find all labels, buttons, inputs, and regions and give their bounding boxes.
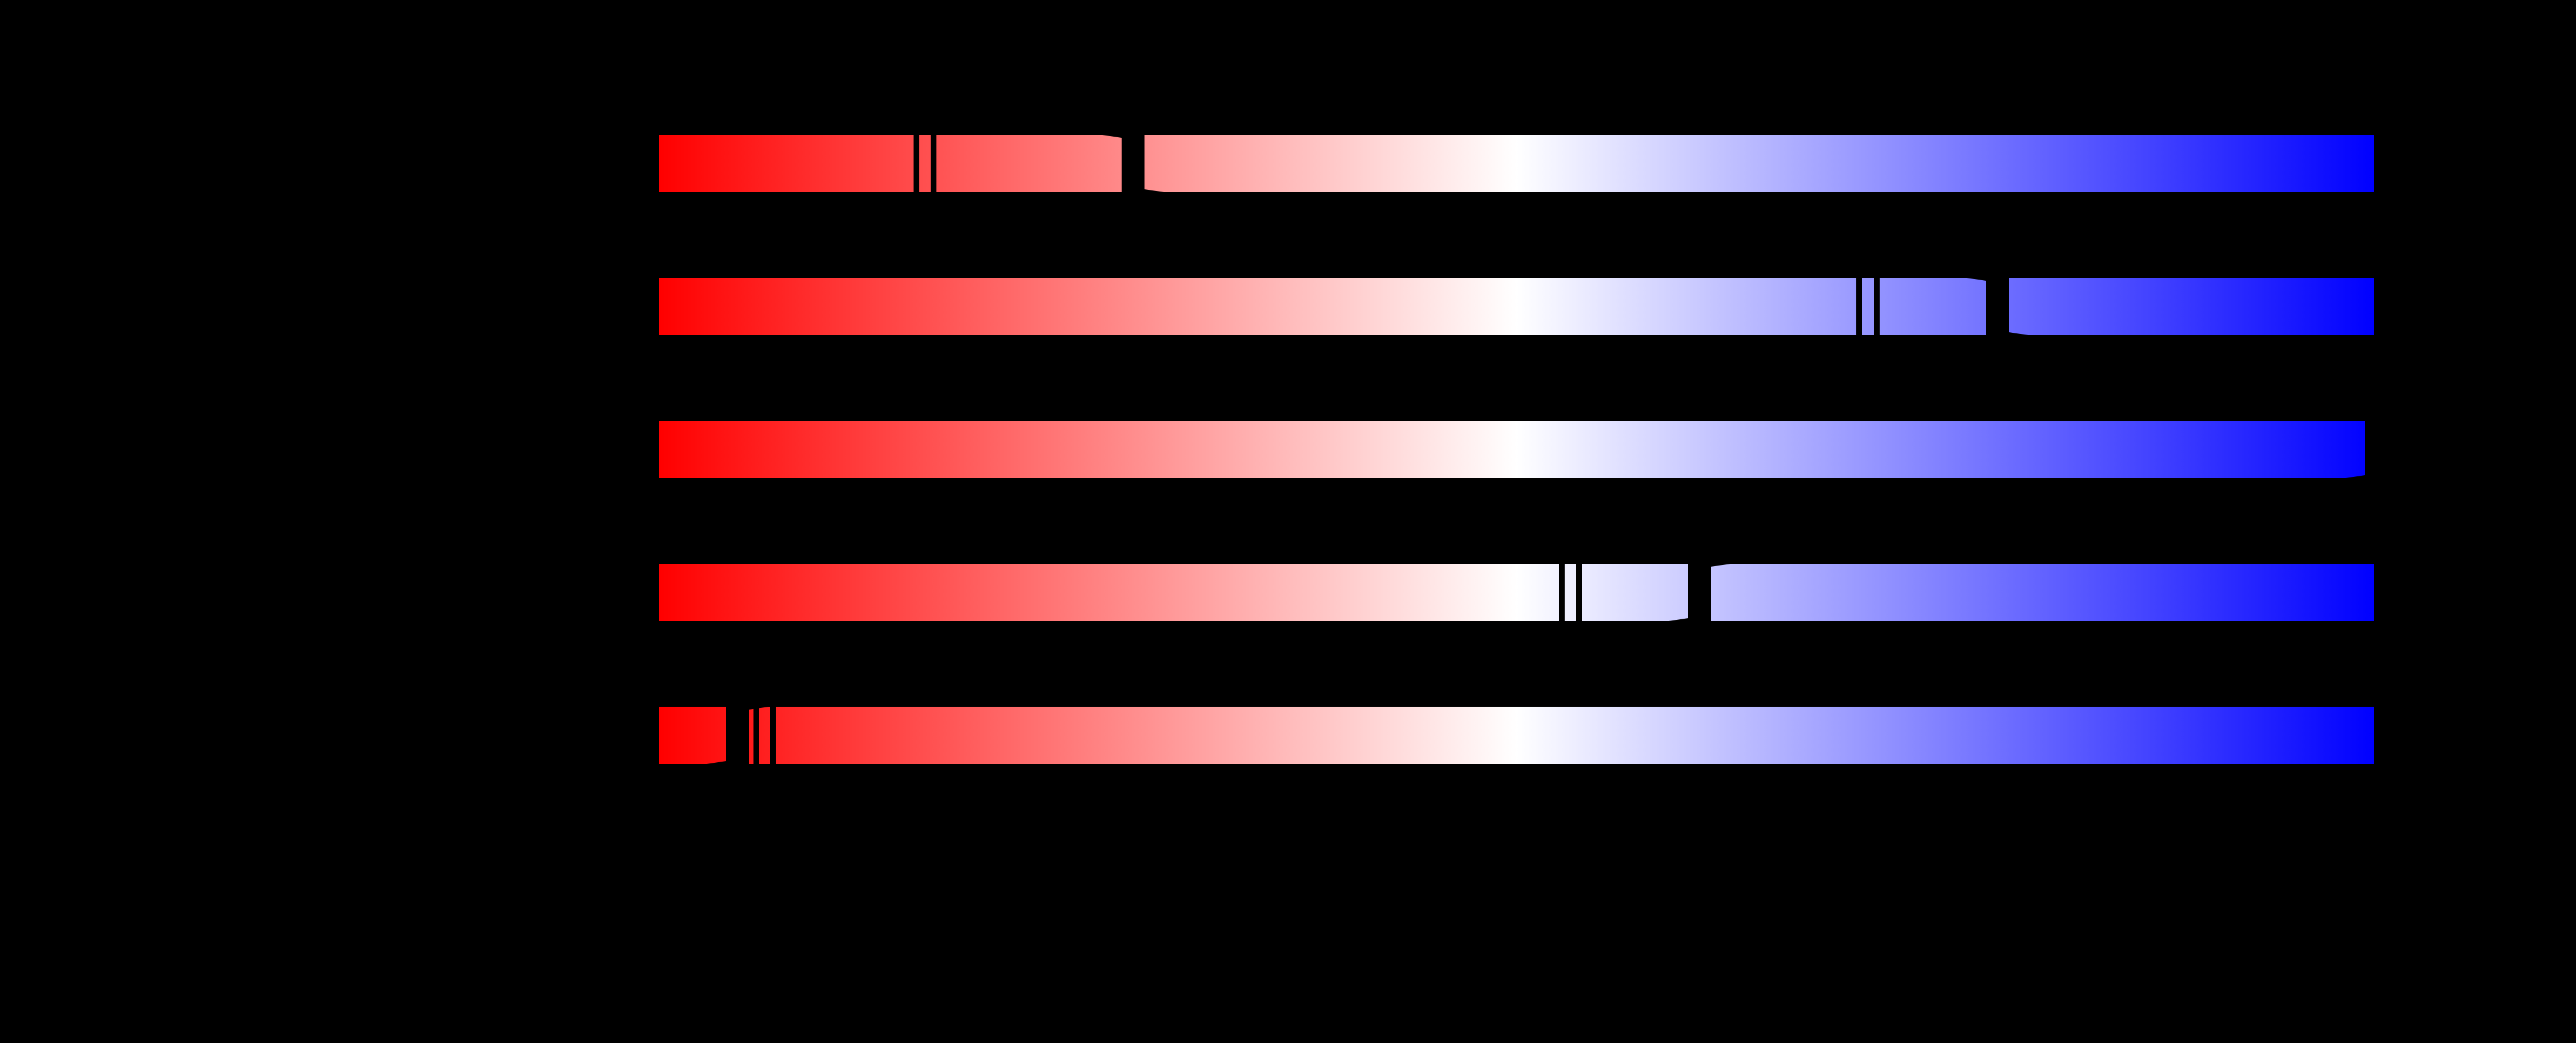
- marker-wedge: [2009, 332, 2028, 335]
- thin-tick-marker: [914, 135, 919, 192]
- marker-wedge: [1967, 278, 1986, 281]
- marker-wedge: [707, 761, 726, 764]
- thick-tick-marker: [1688, 564, 1711, 621]
- marker-wedge: [2346, 475, 2365, 478]
- thin-tick-marker: [1856, 278, 1862, 335]
- gradient-bar: [659, 421, 2365, 478]
- thick-tick-marker: [1122, 135, 1145, 192]
- thin-tick-marker: [1559, 564, 1565, 621]
- marker-wedge: [749, 707, 768, 710]
- marker-wedge: [1145, 189, 1164, 192]
- marker-wedge: [1711, 564, 1730, 567]
- thin-tick-marker: [1874, 278, 1880, 335]
- gradient-bar: [659, 278, 2374, 335]
- thin-tick-marker: [770, 707, 776, 764]
- marker-wedge: [1102, 135, 1122, 138]
- gradient-bar: [659, 564, 2374, 621]
- thin-tick-marker: [753, 707, 759, 764]
- thin-tick-marker: [1576, 564, 1582, 621]
- thick-tick-marker: [1986, 278, 2009, 335]
- thin-tick-marker: [931, 135, 936, 192]
- gradient-bar: [659, 707, 2374, 764]
- gradient-bar: [659, 135, 2374, 192]
- marker-wedge: [1669, 618, 1688, 621]
- thick-tick-marker: [726, 707, 749, 764]
